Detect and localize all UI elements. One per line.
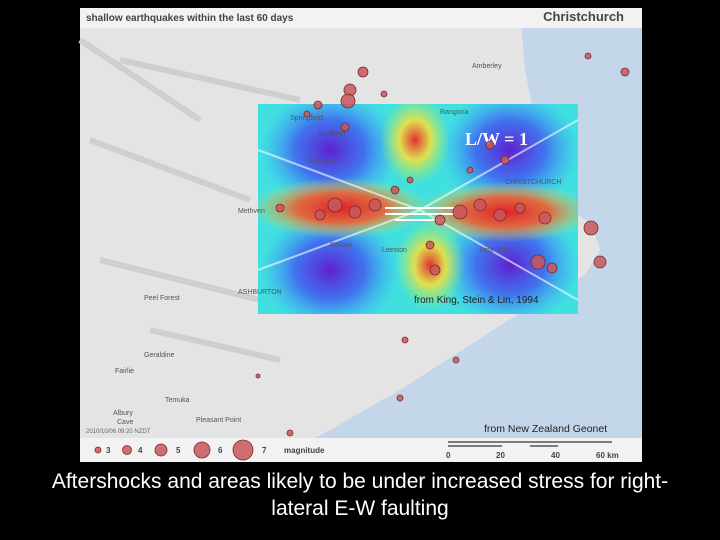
place: Sheffield (318, 131, 345, 138)
scale-bar (448, 441, 612, 447)
stress-overlay (258, 104, 578, 314)
place: Amberley (472, 63, 502, 70)
legend-label: 5 (176, 446, 181, 455)
caption: Aftershocks and areas likely to be under… (51, 470, 669, 520)
header-bar (80, 8, 642, 28)
place: Rangiora (440, 109, 469, 116)
legend-title: magnitude (284, 446, 325, 455)
scale-label: 20 (496, 451, 505, 460)
overlay-label: L/W = 1 (465, 129, 528, 149)
place: Fairlie (115, 368, 134, 375)
place: Leeston (382, 247, 407, 254)
scale-label: 60 km (596, 451, 619, 460)
place: Methven (238, 208, 265, 215)
legend-label: 4 (138, 446, 143, 455)
region: Christchurch (543, 9, 624, 24)
scale-labels: 0 20 40 60 km (446, 451, 619, 460)
place: Pleasant Point (196, 417, 241, 424)
earthquakes (255, 52, 630, 437)
scale-label: 0 (446, 451, 451, 460)
place: Springfield (290, 115, 323, 122)
places: Amberley Rangiora Springfield Sheffield … (113, 63, 561, 426)
legend-label: 3 (106, 446, 111, 455)
place: Little River (480, 247, 514, 254)
place: CHRISTCHURCH (505, 179, 561, 186)
place: Rakaia (330, 242, 352, 249)
legend: 3 4 5 6 7 magnitude (94, 439, 325, 461)
place: Temuka (165, 397, 190, 404)
terrain (78, 37, 301, 363)
place: Coalgate (308, 158, 336, 165)
scale-label: 40 (551, 451, 560, 460)
place: Peel Forest (144, 295, 180, 302)
place: Albury (113, 410, 133, 417)
legend-label: 6 (218, 446, 223, 455)
place: ASHBURTON (238, 289, 282, 296)
overlay-credit: from King, Stein & Lin, 1994 (414, 295, 539, 306)
timestamp: 2010/10/06 09:20 NZDT (86, 429, 151, 435)
map-credit: from New Zealand Geonet (484, 423, 607, 435)
place: Cave (117, 419, 133, 426)
place: Geraldine (144, 352, 174, 359)
map-title: shallow earthquakes within the last 60 d… (86, 13, 294, 24)
legend-label: 7 (262, 446, 267, 455)
